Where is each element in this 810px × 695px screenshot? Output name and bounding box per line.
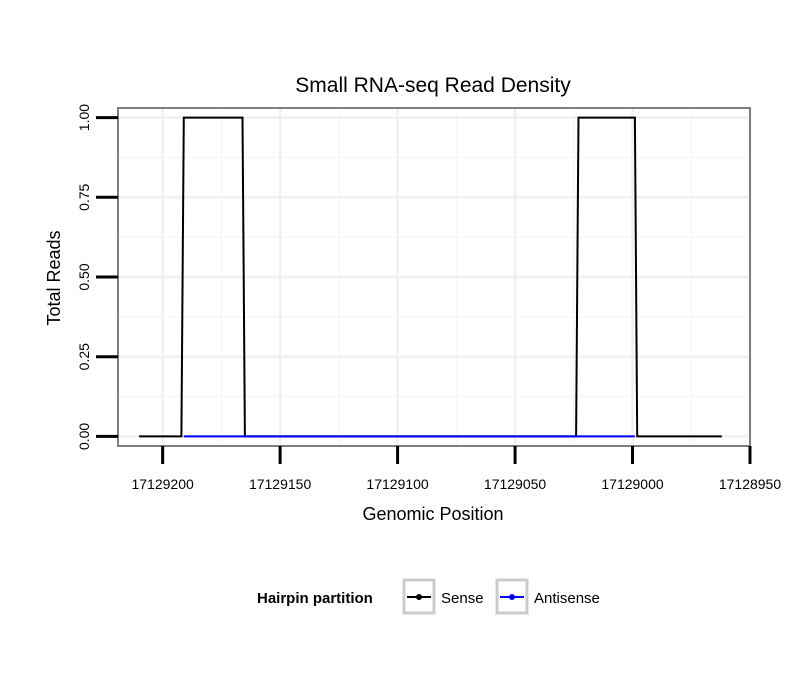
legend-key-point-sense (416, 594, 422, 600)
chart-title: Small RNA-seq Read Density (295, 74, 571, 97)
x-tick-label: 17129200 (131, 476, 194, 492)
axes-layer: 0.00 0.25 0.50 0.75 1.00 17129200 17129150 1712… (76, 104, 781, 492)
y-axis-label: Total Reads (44, 230, 64, 325)
legend-items: Sense Antisense (402, 578, 600, 615)
legend-label-sense: Sense (441, 590, 484, 607)
x-axis-label: Genomic Position (362, 504, 503, 524)
y-tick-label: 0.00 (76, 423, 92, 450)
legend-key-point-antisense (509, 594, 515, 600)
x-tick-label: 17129050 (484, 476, 547, 492)
y-tick-label: 1.00 (76, 104, 92, 131)
y-tick-label: 0.50 (76, 263, 92, 290)
x-tick-label: 17129000 (601, 476, 664, 492)
x-tick-label: 17129150 (249, 476, 312, 492)
series-layer (139, 116, 722, 438)
x-tick-label: 17128950 (719, 476, 782, 492)
legend: Hairpin partition Sense Antisense (257, 578, 600, 615)
x-tick-label: 17129100 (366, 476, 429, 492)
legend-title: Hairpin partition (257, 590, 373, 607)
y-tick-label: 0.75 (76, 183, 92, 210)
legend-label-antisense: Antisense (534, 590, 600, 607)
y-tick-label: 0.25 (76, 343, 92, 370)
